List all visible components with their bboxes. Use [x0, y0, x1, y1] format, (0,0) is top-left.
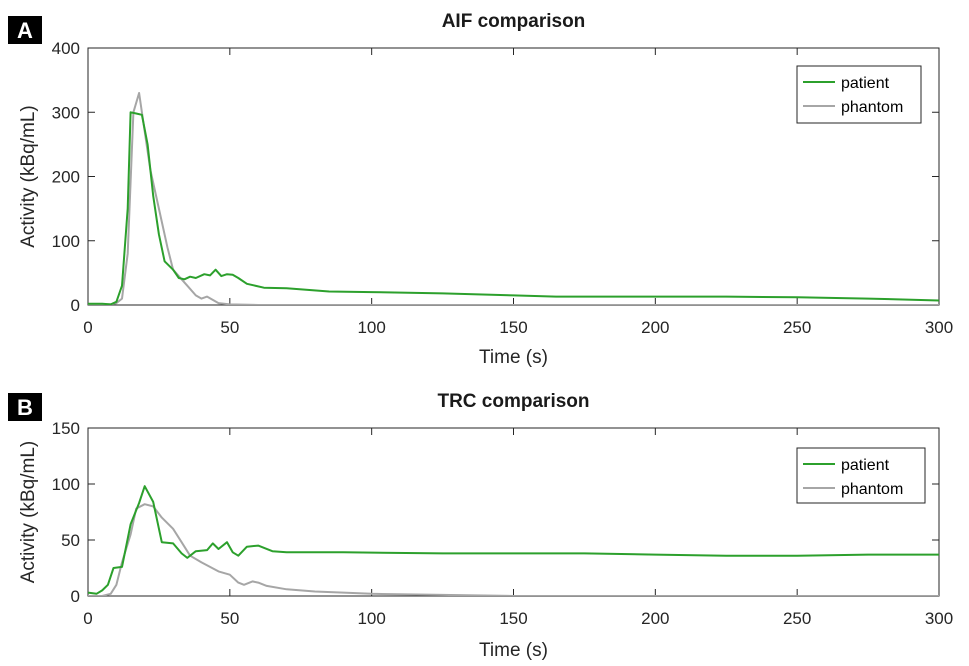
y-axis-label: Activity (kBq/mL) [18, 105, 39, 248]
x-tick-label: 300 [925, 609, 953, 628]
y-tick-label: 100 [52, 232, 80, 251]
chart-panel-b: B TRC comparison 0 50 100 150 200 250 300 0 50 100 1… [8, 391, 953, 661]
x-tick-label: 150 [499, 318, 527, 337]
x-tick-label: 200 [641, 318, 669, 337]
x-tick-label: 300 [925, 318, 953, 337]
x-axis-label: Time (s) [479, 347, 548, 368]
x-tick-label: 150 [499, 609, 527, 628]
chart-title: AIF comparison [442, 11, 586, 32]
y-axis-label: Activity (kBq/mL) [18, 441, 39, 584]
y-tick-label: 300 [52, 103, 80, 122]
legend-label-patient: patient [841, 457, 890, 474]
x-tick-label: 250 [783, 318, 811, 337]
legend-box [796, 65, 922, 124]
x-tick-label: 0 [83, 609, 92, 628]
y-tick-label: 400 [52, 39, 80, 58]
x-tick-label: 100 [357, 318, 385, 337]
x-tick-label: 50 [220, 318, 239, 337]
x-tick-label: 0 [83, 318, 92, 337]
panel-label: A [17, 18, 33, 43]
legend-label-patient: patient [841, 75, 890, 92]
x-tick-label: 200 [641, 609, 669, 628]
series-line-patient [88, 485, 939, 595]
y-tick-label: 50 [61, 531, 80, 550]
panel-label-badge [8, 16, 42, 44]
series-line-phantom [88, 503, 939, 596]
legend: patient phantom [796, 65, 922, 124]
x-tick-label: 250 [783, 609, 811, 628]
y-tick-label: 200 [52, 168, 80, 187]
y-tick-label: 100 [52, 475, 80, 494]
panel-label-badge [8, 393, 42, 421]
series-line-patient [88, 111, 939, 305]
legend-label-phantom: phantom [841, 481, 903, 498]
x-tick-label: 100 [357, 609, 385, 628]
y-tick-label: 0 [71, 296, 80, 315]
panel-label: B [17, 395, 33, 420]
chart-title: TRC comparison [437, 391, 589, 412]
x-tick-label: 50 [220, 609, 239, 628]
legend-box [796, 447, 926, 504]
chart-panel-a: A AIF comparison 0 50 100 150 200 250 300 0 100 200… [8, 11, 953, 368]
legend: patient phantom [796, 447, 926, 504]
x-axis-label: Time (s) [479, 640, 548, 661]
y-tick-label: 150 [52, 419, 80, 438]
y-tick-label: 0 [71, 587, 80, 606]
legend-label-phantom: phantom [841, 99, 903, 116]
